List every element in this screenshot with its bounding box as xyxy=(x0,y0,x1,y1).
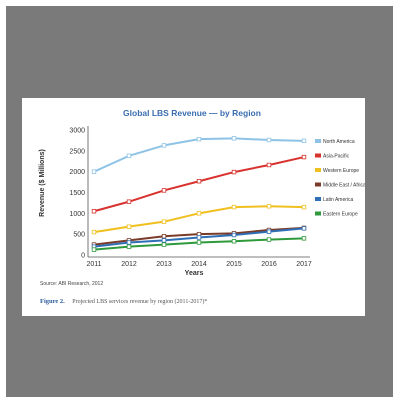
legend-swatch xyxy=(315,139,321,143)
legend-label: Latin America xyxy=(323,197,354,203)
data-point xyxy=(91,209,97,214)
data-point xyxy=(231,232,237,238)
legend-swatch xyxy=(315,211,321,216)
legend-item: Middle East / Africa xyxy=(315,182,365,189)
data-point xyxy=(126,240,132,245)
series-latin-america xyxy=(91,226,307,249)
legend-item: Asia-Pacific xyxy=(315,153,350,160)
chart-title: Global LBS Revenue — by Region xyxy=(123,108,261,118)
caption-text: Projected LBS services revenue by region… xyxy=(72,298,207,305)
data-point xyxy=(231,204,237,210)
legend-swatch xyxy=(315,197,321,201)
caption-label: Figure 2. xyxy=(40,298,65,305)
data-point xyxy=(91,229,97,235)
series-lines xyxy=(91,136,307,252)
line-chart: Global LBS Revenue — by Region 0 500 1000 1… xyxy=(39,108,365,307)
y-tick-label: 3000 xyxy=(69,128,85,135)
data-point xyxy=(126,224,132,229)
series-western-europe xyxy=(91,204,307,235)
y-tick-label: 1000 xyxy=(69,211,85,218)
data-point xyxy=(231,239,237,244)
series-asia-pacific xyxy=(91,154,307,214)
axes xyxy=(87,126,310,258)
y-tick-label: 2000 xyxy=(69,169,85,176)
data-point xyxy=(91,169,97,174)
data-point xyxy=(301,236,307,241)
data-point xyxy=(126,153,132,159)
y-tick-labels: 0 500 1000 1500 2000 2500 3000 xyxy=(69,128,85,260)
data-point xyxy=(301,138,307,144)
x-tick-label: 2017 xyxy=(296,261,312,268)
data-point xyxy=(196,136,202,142)
x-tick-label: 2012 xyxy=(121,261,137,268)
data-point xyxy=(266,137,272,143)
legend-item: North America xyxy=(315,139,355,145)
legend-swatch xyxy=(315,153,321,158)
series-eastern-europe xyxy=(91,236,307,252)
legend-label: Western Europe xyxy=(323,168,359,174)
y-tick-label: 0 xyxy=(81,253,85,260)
legend-swatch xyxy=(315,182,321,187)
x-tick-label: 2014 xyxy=(191,261,207,268)
source-note: Source: ABI Research, 2012 xyxy=(40,281,103,287)
legend-item: Latin America xyxy=(315,197,354,203)
data-point xyxy=(126,244,132,249)
x-tick-label: 2015 xyxy=(226,261,242,268)
data-point xyxy=(196,211,202,216)
series-line xyxy=(93,137,305,173)
legend-label: Middle East / Africa xyxy=(323,183,365,189)
legend-item: Eastern Europe xyxy=(315,211,358,218)
y-axis-label: Revenue ($ Millions) xyxy=(39,149,46,217)
data-point xyxy=(196,235,202,240)
x-tick-label: 2016 xyxy=(261,261,277,268)
data-point xyxy=(301,204,307,210)
data-point xyxy=(301,154,307,160)
data-point xyxy=(196,240,202,245)
data-point xyxy=(161,219,167,224)
data-point xyxy=(161,188,167,193)
data-point xyxy=(161,242,167,247)
data-point xyxy=(161,238,167,243)
legend-label: Asia-Pacific xyxy=(323,154,350,160)
series-line xyxy=(93,205,305,234)
data-point xyxy=(266,204,272,209)
x-tick-label: 2013 xyxy=(156,261,172,268)
data-point xyxy=(266,237,272,242)
data-point xyxy=(266,229,272,234)
legend-swatch xyxy=(315,168,321,172)
data-point xyxy=(231,169,237,175)
y-tick-label: 2500 xyxy=(69,148,85,155)
legend: North America Asia-Pacific Western Europe M… xyxy=(315,139,365,218)
legend-item: Western Europe xyxy=(315,168,359,174)
series-north-america xyxy=(91,136,307,174)
data-point xyxy=(161,234,167,239)
data-point xyxy=(266,162,272,168)
data-point xyxy=(231,136,237,141)
x-axis-label: Years xyxy=(185,270,204,277)
legend-label: Eastern Europe xyxy=(323,212,358,218)
data-point xyxy=(126,199,132,204)
figure-card: Global LBS Revenue — by Region 0 500 1000 1… xyxy=(22,98,365,316)
x-tick-labels: 2011 2012 2013 2014 2015 2016 2017 xyxy=(86,261,311,268)
y-tick-label: 500 xyxy=(73,232,85,239)
legend-label: North America xyxy=(323,139,355,145)
figure-caption: Figure 2. Projected LBS services revenue… xyxy=(40,290,207,307)
x-tick-label: 2011 xyxy=(86,261,101,268)
data-point xyxy=(301,226,307,231)
series-line xyxy=(93,156,305,213)
data-point xyxy=(91,247,97,252)
data-point xyxy=(161,143,167,148)
y-tick-label: 1500 xyxy=(69,190,85,197)
data-point xyxy=(196,179,202,184)
